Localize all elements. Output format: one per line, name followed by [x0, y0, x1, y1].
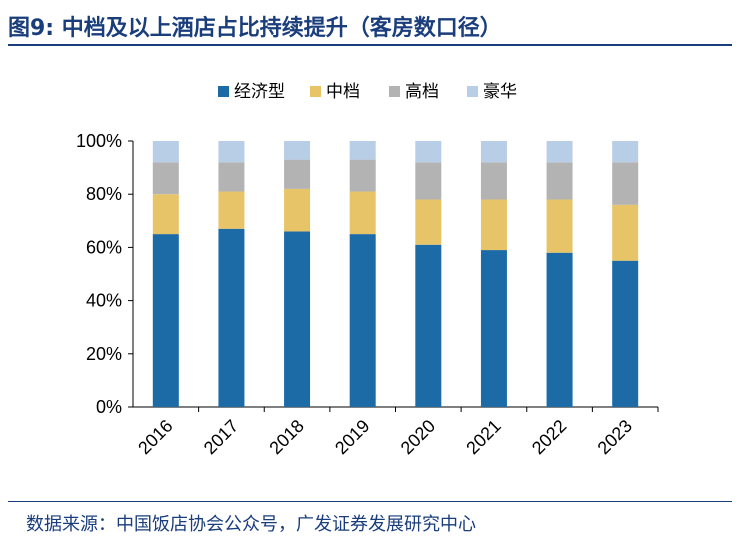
legend-swatch [389, 86, 400, 97]
bar-segment [284, 141, 311, 160]
figure-title: 中档及以上酒店占比持续提升（客房数口径） [61, 16, 502, 41]
bar-segment [415, 244, 442, 407]
bar-segment [546, 141, 573, 163]
legend-swatch [467, 86, 478, 97]
x-tick-label: 2020 [397, 416, 439, 458]
y-tick-label: 40% [86, 291, 122, 311]
bar-segment [415, 199, 442, 245]
stacked-bar-chart: 0% 20% 40% 60% 80% 100% 2016 2017 2018 2019 2020 20… [76, 81, 659, 458]
bar-segment [546, 252, 573, 407]
y-tick-label: 60% [86, 237, 122, 257]
bar-segment [612, 260, 639, 407]
x-tick-label: 2023 [594, 416, 636, 458]
bar-segment [480, 250, 507, 407]
bar-segment [612, 204, 639, 261]
x-tick-label: 2021 [462, 416, 504, 458]
x-tick-label: 2017 [200, 416, 242, 458]
source-note: 数据来源：中国饭店协会公众号，广发证券发展研究中心 [26, 514, 476, 535]
bar-segment [349, 159, 376, 192]
source-rule [8, 501, 732, 502]
x-tick-label: 2019 [331, 416, 373, 458]
bar-segment [349, 234, 376, 407]
bar-segment [349, 141, 376, 160]
bar-segment [349, 191, 376, 235]
bar-segment [284, 188, 311, 232]
y-tick-label: 0% [96, 397, 122, 417]
bar-segment [152, 162, 179, 195]
chart-title: 图9: 中档及以上酒店占比持续提升（客房数口径） [8, 10, 502, 42]
bar-segment [218, 228, 245, 407]
title-rule [8, 44, 732, 46]
x-tick-label: 2022 [528, 416, 570, 458]
x-tick-label: 2016 [134, 416, 176, 458]
bar-segment [218, 191, 245, 229]
legend-swatch [218, 86, 229, 97]
bar-segment [415, 141, 442, 163]
bar-segment [415, 162, 442, 200]
figure-label: 图9: [8, 16, 55, 41]
y-tick-label: 80% [86, 184, 122, 204]
legend-label: 经济型 [234, 82, 285, 102]
legend-label: 豪华 [483, 81, 517, 102]
bar-segment [284, 231, 311, 407]
bar-segment [546, 162, 573, 200]
y-tick-label: 20% [86, 344, 122, 364]
x-tick-label: 2018 [265, 416, 307, 458]
legend-label: 中档 [326, 82, 360, 102]
legend-swatch [310, 86, 321, 97]
y-tick-label: 100% [76, 131, 122, 151]
bar-segment [152, 141, 179, 163]
legend-label: 高档 [405, 82, 439, 102]
bar-segment [218, 162, 245, 192]
bar-segment [480, 162, 507, 200]
bar-segment [480, 199, 507, 251]
bar-segment [284, 159, 311, 189]
bar-segment [480, 141, 507, 163]
bar-segment [152, 234, 179, 407]
bar-segment [612, 162, 639, 205]
bar-segment [546, 199, 573, 253]
bar-segment [612, 141, 639, 163]
bar-segment [218, 141, 245, 163]
bar-segment [152, 194, 179, 235]
